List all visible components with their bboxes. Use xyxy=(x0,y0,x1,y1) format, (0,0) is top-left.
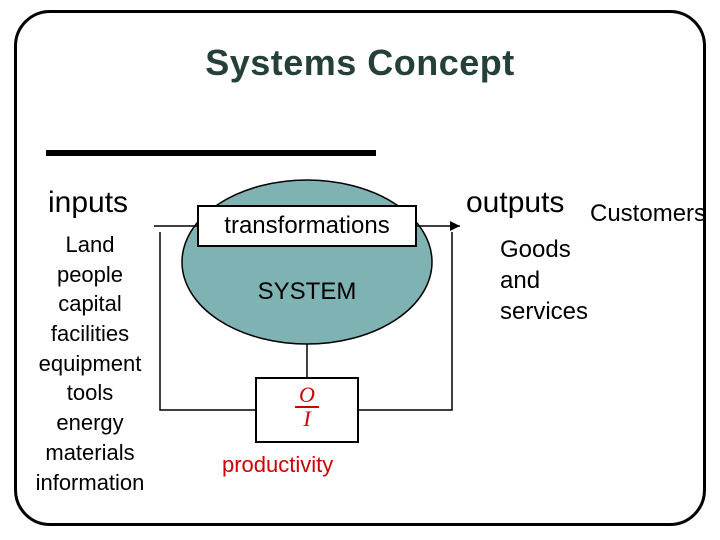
transformations-label: transformations xyxy=(198,212,416,240)
customers-label: Customers xyxy=(590,200,706,228)
ratio-content: O I xyxy=(256,384,358,430)
productivity-label: productivity xyxy=(222,452,333,478)
slide-root: Systems Concept inputs Land people capit… xyxy=(0,0,720,540)
ratio-denominator: I xyxy=(303,406,310,431)
outputs-heading: outputs xyxy=(466,186,564,220)
arrowhead-right xyxy=(450,221,460,231)
outputs-list: Goods and services xyxy=(500,234,620,328)
system-label: SYSTEM xyxy=(232,278,382,306)
ratio-numerator: O xyxy=(299,382,315,407)
system-ellipse xyxy=(182,180,432,344)
inputs-list: Land people capital facilities equipment… xyxy=(24,230,156,497)
inputs-heading: inputs xyxy=(48,186,128,220)
